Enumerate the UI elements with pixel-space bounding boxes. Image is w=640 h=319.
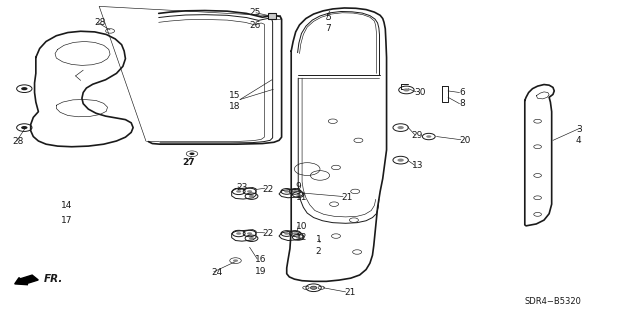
Text: 2: 2	[316, 247, 321, 256]
Circle shape	[397, 159, 404, 162]
Text: 3: 3	[576, 125, 582, 134]
Text: 26: 26	[250, 21, 261, 30]
Text: 19: 19	[255, 267, 266, 276]
Circle shape	[284, 190, 289, 193]
Text: 10: 10	[296, 222, 307, 231]
Circle shape	[21, 126, 28, 129]
Circle shape	[233, 259, 238, 262]
Text: 21: 21	[341, 193, 353, 202]
Circle shape	[21, 87, 28, 90]
Text: 16: 16	[255, 256, 266, 264]
Text: 24: 24	[211, 268, 223, 277]
Text: 23: 23	[237, 183, 248, 192]
Text: 29: 29	[412, 131, 423, 140]
Text: 21: 21	[344, 288, 356, 297]
Text: 12: 12	[296, 233, 307, 242]
Text: 6: 6	[460, 88, 465, 97]
Text: 4: 4	[576, 136, 582, 145]
Circle shape	[426, 135, 431, 138]
Circle shape	[249, 195, 254, 197]
Text: 7: 7	[325, 24, 331, 33]
Circle shape	[310, 286, 317, 289]
Text: 1: 1	[316, 235, 321, 244]
Circle shape	[249, 237, 254, 240]
Text: 11: 11	[296, 193, 307, 202]
Circle shape	[247, 232, 252, 235]
Text: 20: 20	[460, 136, 471, 145]
FancyBboxPatch shape	[268, 13, 276, 19]
Circle shape	[236, 232, 241, 235]
Text: 25: 25	[250, 8, 261, 17]
Text: 9: 9	[296, 182, 301, 191]
Text: 5: 5	[325, 13, 331, 22]
Circle shape	[296, 193, 301, 196]
Text: 8: 8	[460, 99, 465, 108]
Text: 27: 27	[182, 158, 195, 167]
Circle shape	[397, 126, 404, 129]
Circle shape	[292, 232, 298, 235]
FancyArrow shape	[15, 275, 38, 285]
Text: 14: 14	[61, 201, 72, 210]
Circle shape	[247, 190, 252, 193]
Circle shape	[296, 236, 301, 239]
Circle shape	[236, 190, 241, 193]
Text: 28: 28	[13, 137, 24, 146]
Circle shape	[292, 190, 298, 193]
Text: 15: 15	[229, 91, 241, 100]
Text: 22: 22	[262, 185, 274, 194]
Text: FR.: FR.	[44, 274, 63, 284]
Circle shape	[189, 152, 195, 155]
Text: 17: 17	[61, 216, 72, 225]
Text: 30: 30	[415, 88, 426, 97]
Text: SDR4−B5320: SDR4−B5320	[525, 297, 582, 306]
Text: 28: 28	[95, 18, 106, 27]
Circle shape	[403, 88, 410, 92]
Text: 13: 13	[412, 161, 423, 170]
Circle shape	[284, 232, 289, 235]
Text: 18: 18	[229, 102, 241, 111]
Text: 22: 22	[262, 229, 274, 238]
